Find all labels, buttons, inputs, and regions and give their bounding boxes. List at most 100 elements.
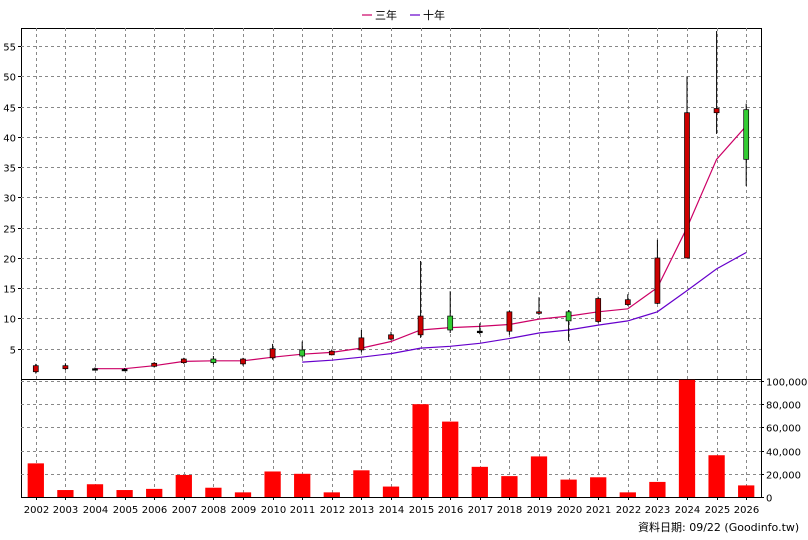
candle-body [299, 349, 306, 357]
candle-body [358, 337, 365, 351]
year-tick-label: 2020 [557, 505, 582, 516]
price-tick-label: 50 [3, 73, 16, 84]
volume-bar [294, 473, 311, 497]
candlestick [121, 368, 128, 372]
candle-body [476, 330, 483, 334]
volume-bar [27, 463, 44, 497]
candlestick [624, 294, 631, 306]
candlestick [654, 239, 661, 304]
candle-body [32, 365, 39, 373]
candle-body [654, 257, 661, 304]
year-tick-label: 2019 [527, 505, 552, 516]
volume-tick-label: 40,000 [766, 448, 801, 459]
year-tick-label: 2015 [409, 505, 434, 516]
price-tick-label: 30 [3, 194, 16, 205]
price-tick-label: 35 [3, 164, 16, 175]
candle-body [92, 368, 98, 371]
volume-bar [323, 492, 340, 497]
year-tick-label: 2014 [379, 505, 404, 516]
year-tick-label: 2008 [201, 505, 226, 516]
price-tick-label: 10 [3, 315, 16, 326]
candlestick [240, 357, 246, 366]
candlestick [92, 367, 98, 371]
year-tick-label: 2011 [290, 505, 315, 516]
legend: 三年 十年 [362, 8, 445, 22]
candlestick [32, 363, 39, 374]
year-tick-label: 2013 [349, 505, 374, 516]
volume-bar [738, 485, 755, 497]
year-tick-label: 2026 [734, 505, 759, 516]
candle-body [684, 112, 690, 259]
volume-bar [205, 487, 222, 497]
candlestick [684, 76, 690, 259]
candle-body [210, 358, 217, 364]
volume-bar [86, 484, 104, 497]
volume-tick-label: 100,000 [766, 378, 807, 389]
volume-bar [530, 456, 548, 497]
volume-bar [57, 490, 74, 497]
volume-tick-label: 20,000 [766, 471, 801, 482]
candle-body [565, 311, 572, 322]
year-tick-label: 2010 [261, 505, 286, 516]
volume-tick-label: 0 [766, 494, 772, 505]
candle-body [743, 109, 750, 160]
volume-bar [708, 455, 725, 497]
year-tick-label: 2012 [320, 505, 345, 516]
volume-bar [175, 474, 192, 497]
year-tick-label: 2025 [705, 505, 730, 516]
year-tick-label: 2022 [616, 505, 641, 516]
volume-bar [560, 479, 577, 497]
price-tick-label: 15 [3, 285, 16, 296]
volume-bar [382, 486, 400, 497]
candlestick [713, 31, 720, 134]
candle-body [269, 348, 276, 359]
year-tick-label: 2018 [497, 505, 522, 516]
x-axis: 2002 2003 2004 2005 2006 2007 2008 2009 2010 2011… [24, 497, 759, 516]
year-tick-label: 2009 [231, 505, 256, 516]
volume-tick-label: 80,000 [766, 401, 801, 412]
candle-body [240, 358, 246, 365]
series-line [302, 251, 747, 363]
year-tick-label: 2021 [586, 505, 611, 516]
candle-body [536, 311, 542, 314]
legend-label-10yr: 十年 [423, 8, 445, 22]
year-tick-label: 2017 [468, 505, 493, 516]
volume-bar [678, 379, 696, 497]
volume-bar [353, 470, 370, 497]
candle-body [595, 298, 602, 322]
volume-bar [619, 492, 636, 497]
year-tick-label: 2005 [113, 505, 138, 516]
candle-body [417, 315, 424, 336]
legend-label-3yr: 三年 [375, 8, 397, 22]
candlestick [565, 310, 572, 341]
volume-bar [501, 476, 518, 497]
candlestick [299, 341, 306, 358]
candlestick [180, 357, 187, 364]
candlestick [506, 310, 513, 335]
candlestick [269, 343, 276, 360]
volume-bar [442, 421, 459, 497]
volume-tick-label: 60,000 [766, 424, 801, 435]
volume-bar [234, 492, 252, 497]
year-tick-label: 2002 [24, 505, 49, 516]
volume-bar [146, 488, 163, 497]
volume-bar [264, 471, 281, 497]
candlestick [62, 363, 69, 370]
candle-body [180, 358, 187, 364]
candlestick [476, 323, 483, 335]
candle-body [506, 311, 513, 332]
year-tick-label: 2016 [438, 505, 463, 516]
year-tick-label: 2024 [675, 505, 700, 516]
volume-bars [27, 379, 755, 497]
volume-bar [412, 404, 429, 497]
candlestick [358, 329, 365, 353]
year-tick-label: 2006 [142, 505, 167, 516]
candle-body [388, 334, 394, 340]
candlestick [388, 331, 394, 341]
candlesticks [32, 31, 750, 374]
price-tick-label: 55 [3, 43, 16, 54]
candle-body [121, 368, 128, 372]
candlestick [328, 349, 335, 356]
volume-axis: 0 20,000 40,000 60,000 80,000 100,000 [761, 378, 807, 505]
